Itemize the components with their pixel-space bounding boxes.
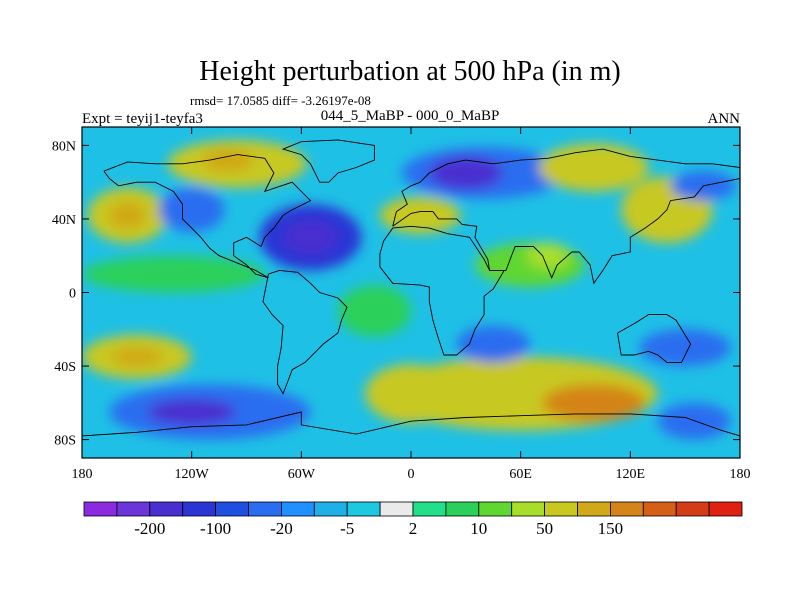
coastline-4 [617,314,692,363]
colorbar [83,501,743,517]
contour-region-tropical-pacific-green [82,255,265,293]
colorbar-swatch [313,501,348,517]
contour-region-australia-low [639,329,731,367]
colorbar-swatch [577,501,611,517]
contour-region-siberia-low-core [429,156,503,190]
stats-line: rmsd= 17.0585 diff= -3.26197e-08 [190,93,371,108]
x-tick-label: 120E [616,467,646,482]
x-tick-label: 180 [730,467,751,482]
coastline-2 [379,225,505,356]
coastline-1 [262,269,348,395]
colorbar-swatch [346,501,381,517]
colorbar-label: -100 [200,519,231,538]
colorbar-swatch [379,501,414,517]
colorbar-swatch [511,501,546,517]
x-tick-label: 60W [288,467,316,482]
chart-title: Height perturbation at 500 hPa (in m) [199,56,620,87]
coastline-layer [82,139,740,437]
contour-region-arabia-high [526,242,571,269]
coastline-0 [103,154,312,279]
coastline-3 [392,148,740,285]
colorbar-swatch [215,501,249,517]
contour-region-tropical-atlantic-green [337,285,412,337]
colorbar-label: 10 [470,519,487,538]
colorbar-label: -20 [270,519,293,538]
y-axis: 80N 40N 0 40S 80S [52,139,740,449]
colorbar-swatch [412,501,447,517]
contour-region-europe-high [379,196,461,234]
colorbar-swatch [544,501,578,517]
contour-region-e-asia-high [538,143,649,192]
contour-region-s-ocean-low [657,402,731,440]
colorbar-swatch [248,501,282,517]
x-axis: 180 120W 60W 0 60E 120E 180 [72,127,751,482]
colorbar-swatch [610,501,644,517]
colorbar-swatch [116,501,151,517]
contour-region-s-atlantic-high [365,364,457,424]
colorbar-swatch [280,501,315,517]
colorbar-swatch [182,501,216,517]
colorbar-swatch [478,501,513,517]
y-tick-label: 80N [52,139,76,154]
y-tick-label: 40N [52,213,76,228]
colorbar-label: 150 [598,519,624,538]
contour-fill-layer [82,139,737,440]
map-field [82,127,740,458]
colorbar-label: -5 [340,519,354,538]
contour-region-s-pacific-low-core [147,399,236,425]
contour-region-s-pacific-high-core [111,347,163,367]
colorbar-swatch [675,501,710,517]
contour-region-n-pacific-high-core [109,202,146,229]
contour-region-s-indian-high-core [542,384,645,422]
colorbar-swatch [83,501,118,517]
colorbar-swatch [642,501,677,517]
colorbar-swatch [708,501,743,517]
x-tick-label: 120W [175,467,210,482]
coastline-6 [281,139,375,183]
coastline-5 [82,411,740,437]
contour-region-hudson-high-core [202,149,254,172]
y-tick-label: 40S [54,360,76,375]
y-tick-label: 80S [54,434,76,449]
colorbar-label: -200 [134,519,165,538]
comparison-label: 044_5_MaBP - 000_0_MaBP [321,108,500,124]
experiment-label: Expt = teyij1-teyfa3 [82,111,203,127]
x-tick-label: 60E [509,467,532,482]
colorbar-swatch [445,501,480,517]
colorbar-labels: -200 -100 -20 -5 2 10 50 150 [134,519,623,538]
colorbar-label: 2 [409,519,418,538]
y-tick-label: 0 [69,287,76,302]
season-label: ANN [708,111,741,127]
colorbar-swatch [149,501,184,517]
x-tick-label: 0 [408,467,415,482]
contour-region-s-africa-low [456,325,530,363]
colorbar-label: 50 [536,519,553,538]
x-tick-label: 180 [72,467,93,482]
contour-region-n-atlantic-low-core [284,220,337,254]
contour-region-n-pacific-low [158,187,225,232]
